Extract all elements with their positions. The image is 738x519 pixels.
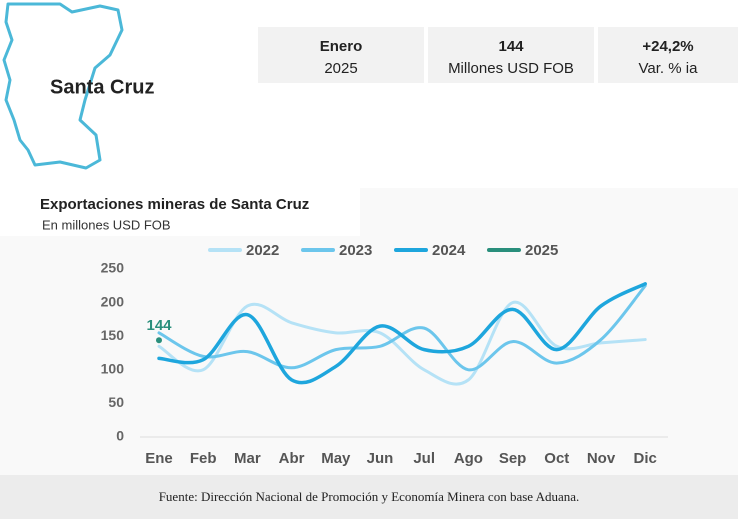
- line: [157, 282, 647, 385]
- data-label: 144: [146, 317, 172, 334]
- map-outline: [2, 2, 124, 170]
- y-tick-label: 250: [101, 260, 125, 276]
- chart-subtitle: En millones USD FOB: [42, 217, 171, 232]
- kpi-box: Enero 2025: [258, 27, 424, 83]
- x-tick-label: Ago: [454, 450, 483, 467]
- kpi-sub: 2025: [324, 60, 358, 77]
- x-tick-label: Feb: [190, 450, 217, 467]
- line: [157, 284, 647, 372]
- chart-title: Exportaciones mineras de Santa Cruz: [40, 196, 309, 213]
- title-background: [0, 188, 360, 236]
- x-tick-label: Ene: [145, 450, 173, 467]
- footer-background: [0, 475, 738, 519]
- kpi-label: +24,2%: [642, 38, 694, 55]
- y-tick-label: 200: [101, 293, 125, 309]
- region-name: Santa Cruz: [50, 76, 154, 98]
- line: [157, 300, 647, 386]
- legend-label: 2022: [246, 242, 279, 259]
- x-tick-label: Nov: [587, 450, 616, 467]
- y-tick-label: 100: [101, 361, 125, 377]
- legend-label: 2023: [339, 242, 372, 259]
- x-tick-label: May: [321, 450, 351, 467]
- y-tick-label: 50: [108, 394, 124, 410]
- kpi-box: 144 Millones USD FOB: [428, 27, 594, 83]
- x-tick-label: Jun: [367, 450, 394, 467]
- legend-label: 2025: [525, 242, 558, 259]
- legend-label: 2024: [432, 242, 466, 259]
- x-tick-label: Jul: [413, 450, 435, 467]
- x-tick-label: Abr: [279, 450, 305, 467]
- kpi-sub: Millones USD FOB: [448, 60, 574, 77]
- x-tick-label: Mar: [234, 450, 261, 467]
- point: [156, 337, 162, 344]
- y-tick-label: 150: [101, 327, 125, 343]
- kpi-label: 144: [498, 38, 524, 55]
- x-tick-label: Sep: [499, 450, 527, 467]
- y-tick-label: 0: [116, 428, 124, 444]
- x-tick-label: Oct: [544, 450, 569, 467]
- kpi-label: Enero: [319, 38, 363, 55]
- x-tick-label: Dic: [634, 450, 657, 467]
- footer: Fuente: Dirección Nacional de Promoción …: [159, 489, 580, 504]
- kpi-box: +24,2% Var. % ia: [598, 27, 738, 83]
- kpi-sub: Var. % ia: [638, 60, 698, 77]
